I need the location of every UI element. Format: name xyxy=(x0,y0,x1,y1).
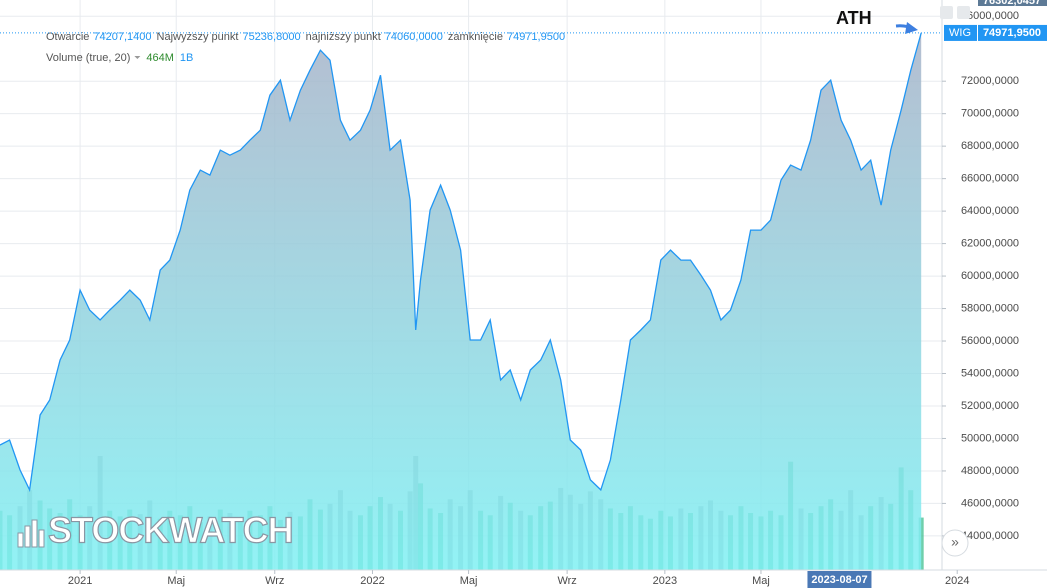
y-tick-label: 50000,0000 xyxy=(961,432,1019,444)
icon-button[interactable] xyxy=(940,6,953,19)
top-price-label: 76302,0457 xyxy=(983,0,1041,7)
icon-button[interactable] xyxy=(957,6,970,19)
y-tick-label: 64000,0000 xyxy=(961,205,1019,217)
y-tick-label: 60000,0000 xyxy=(961,270,1019,282)
volume-legend-value: 1B xyxy=(180,52,193,64)
legend-label: najniższy punkt xyxy=(306,31,381,43)
legend-label: zamknięcie xyxy=(448,31,503,43)
legend-label: Otwarcie xyxy=(46,31,89,43)
x-tick-label: Maj xyxy=(460,575,478,587)
x-tick-label: Maj xyxy=(167,575,185,587)
scroll-button-icon: » xyxy=(951,534,959,550)
y-tick-label: 62000,0000 xyxy=(961,237,1019,249)
x-tick-label: 2021 xyxy=(68,575,92,587)
x-tick-label: Wrz xyxy=(265,575,284,587)
last-price-box xyxy=(944,24,977,41)
legend-value: 74971,9500 xyxy=(507,31,565,43)
price-axis xyxy=(942,0,1047,588)
last-price-box xyxy=(978,24,1047,41)
volume-legend-value: 464M xyxy=(146,52,174,64)
y-tick-label: 48000,0000 xyxy=(961,465,1019,477)
x-tick-label: 2024 xyxy=(945,575,969,587)
top-price-box xyxy=(978,0,1047,6)
y-tick-label: 58000,0000 xyxy=(961,302,1019,314)
y-tick-label: 54000,0000 xyxy=(961,367,1019,379)
y-tick-label: 52000,0000 xyxy=(961,400,1019,412)
scroll-button[interactable] xyxy=(941,529,969,557)
legend-label: Najwyższy punkt xyxy=(157,31,239,43)
y-tick-label: 68000,0000 xyxy=(961,140,1019,152)
watermark: STOCKWATCH xyxy=(48,510,293,551)
watermark-icon xyxy=(17,519,45,548)
x-tick-label: Maj xyxy=(752,575,770,587)
volume-legend-label: Volume (true, 20) xyxy=(46,52,130,64)
legend-value: 74060,0000 xyxy=(385,31,443,43)
y-tick-label: 76000,0000 xyxy=(961,10,1019,22)
x-tick-label: 2023 xyxy=(653,575,677,587)
ath-arrow xyxy=(895,22,918,34)
price-line xyxy=(0,32,922,493)
legend-value: 75236,8000 xyxy=(242,31,300,43)
legend-value: 74207,1400 xyxy=(93,31,151,43)
y-tick-label: 66000,0000 xyxy=(961,173,1019,185)
y-tick-label: 46000,0000 xyxy=(961,497,1019,509)
last-price-label: 74971,9500 xyxy=(983,27,1041,39)
y-tick-label: 70000,0000 xyxy=(961,108,1019,120)
crosshair-date-box xyxy=(807,571,872,588)
price-area xyxy=(0,32,922,570)
time-axis xyxy=(0,570,1047,588)
legend-caret xyxy=(134,56,141,59)
last-price-symbol: WIG xyxy=(949,27,971,39)
y-tick-label: 56000,0000 xyxy=(961,335,1019,347)
crosshair-date: 2023-08-07 xyxy=(811,574,867,586)
x-tick-label: Wrz xyxy=(557,575,576,587)
y-tick-label: 44000,0000 xyxy=(961,530,1019,542)
ath-annotation: ATH xyxy=(836,8,872,28)
y-tick-label: 72000,0000 xyxy=(961,75,1019,87)
x-tick-label: 2022 xyxy=(360,575,384,587)
